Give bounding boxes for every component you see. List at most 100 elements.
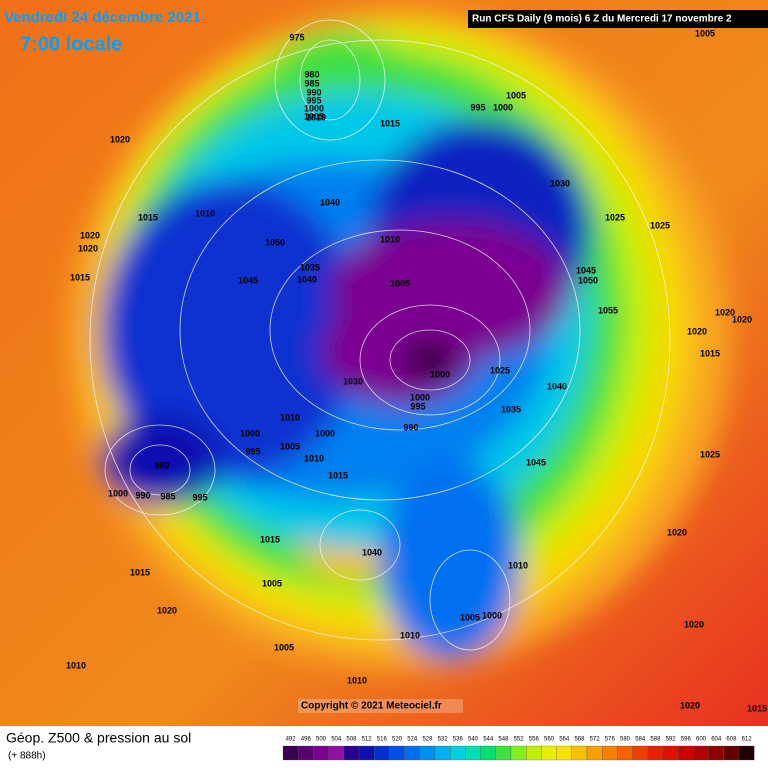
scale-swatch: [480, 745, 496, 761]
pressure-label: 1020: [680, 700, 700, 710]
scale-label: 544: [483, 737, 494, 743]
pressure-label: 1010: [195, 208, 215, 218]
copyright-box: [298, 699, 463, 713]
pressure-label: 1020: [80, 230, 100, 240]
pressure-label: 1045: [238, 275, 258, 285]
scale-swatch: [313, 745, 329, 761]
scale-label: 528: [422, 737, 433, 743]
pressure-label: 1000: [410, 392, 430, 402]
pressure-label: 1005: [304, 111, 324, 121]
pressure-label: 1040: [362, 547, 382, 557]
scale-label: 520: [392, 737, 403, 743]
pressure-label: 985: [160, 491, 175, 501]
pressure-label: 1020: [157, 605, 177, 615]
scale-swatch: [647, 745, 664, 761]
scale-swatch: [723, 745, 740, 761]
scale-swatch: [541, 745, 557, 761]
scale-swatch: [404, 745, 420, 761]
pressure-label: 1040: [320, 197, 340, 207]
scale-swatch: [298, 745, 314, 761]
pressure-label: 1020: [732, 314, 752, 324]
scale-swatch: [556, 745, 572, 761]
pressure-label: 1015: [260, 534, 280, 544]
scale-label: 600: [696, 737, 707, 743]
pressure-label: 1020: [684, 619, 704, 629]
date: Vendredi 24 décembre 2021: [4, 9, 201, 26]
pressure-label: 1000: [482, 610, 502, 620]
pressure-label: 995: [470, 102, 485, 112]
pressure-label: 1025: [490, 365, 510, 375]
pressure-label: 1005: [390, 278, 410, 288]
pressure-label: 1010: [508, 560, 528, 570]
scale-label: 580: [620, 737, 631, 743]
scale-label: 500: [316, 737, 327, 743]
pressure-label: 1020: [687, 326, 707, 336]
pressure-label: 975: [289, 32, 304, 42]
pressure-label: 1040: [297, 274, 317, 284]
scale-label: 564: [559, 737, 570, 743]
pressure-label: 995: [306, 95, 321, 105]
scale-swatch: [586, 745, 603, 761]
scale-label: 572: [590, 737, 601, 743]
pressure-label: 1050: [578, 275, 598, 285]
run-box: [468, 10, 768, 28]
pressure-label: 1015: [700, 348, 720, 358]
pressure-label: 1000: [108, 488, 128, 498]
pressure-label: 1050: [265, 237, 285, 247]
scale-swatch: [450, 745, 466, 761]
scale-label: 496: [301, 737, 312, 743]
scale-swatch: [434, 745, 451, 761]
scale-label: 524: [407, 737, 418, 743]
pressure-label: 1005: [280, 441, 300, 451]
scale-swatch: [389, 745, 405, 761]
pressure-label: 1035: [501, 404, 521, 414]
pressure-label: 1005: [506, 90, 526, 100]
pressure-label: 1045: [526, 457, 546, 467]
copyright: Copyright © 2021 Meteociel.fr: [301, 701, 442, 712]
pressure-label: 1040: [547, 381, 567, 391]
scale-label: 612: [742, 737, 753, 743]
pressure-label: 1000: [315, 428, 335, 438]
pressure-label: 1015: [328, 470, 348, 480]
pressure-label: 1025: [605, 212, 625, 222]
pressure-label: 1010: [280, 412, 300, 422]
pressure-label: 1010: [400, 630, 420, 640]
pressure-label: 1025: [700, 449, 720, 459]
scale-swatch: [419, 745, 436, 761]
scale-label: 592: [666, 737, 677, 743]
scale-swatch: [571, 745, 588, 761]
scale-swatch: [738, 745, 755, 761]
pressure-label: 1015: [747, 703, 767, 713]
pressure-label: 990: [403, 422, 418, 432]
field: [70, 10, 730, 670]
pressure-label: 1015: [130, 567, 150, 577]
scale-label: 516: [377, 737, 388, 743]
scale-label: 504: [331, 737, 342, 743]
scale-swatch: [632, 745, 648, 761]
scale-swatch: [617, 745, 633, 761]
scale-swatch: [678, 745, 694, 761]
footer-title: Géop. Z500 & pression au sol: [6, 730, 191, 746]
scale-swatch: [328, 745, 344, 761]
scale-label: 604: [711, 737, 722, 743]
scale-swatch: [465, 745, 481, 761]
pressure-label: 995: [245, 446, 260, 456]
scale-swatch: [602, 745, 618, 761]
scale-label: 568: [574, 737, 585, 743]
pressure-label: 985: [304, 78, 319, 88]
scale-swatch: [495, 745, 512, 761]
time: 7:00 locale: [20, 33, 122, 55]
pressure-label: 1045: [576, 265, 596, 275]
pressure-label: 995: [192, 492, 207, 502]
scale-label: 536: [453, 737, 464, 743]
scale-label: 540: [468, 737, 479, 743]
scale-label: 508: [346, 737, 357, 743]
isobars: [89, 19, 671, 651]
scale-label: 560: [544, 737, 555, 743]
pressure-label: 1010: [306, 112, 326, 122]
pressure-label: 1025: [650, 220, 670, 230]
pressure-label: 1000: [240, 428, 260, 438]
